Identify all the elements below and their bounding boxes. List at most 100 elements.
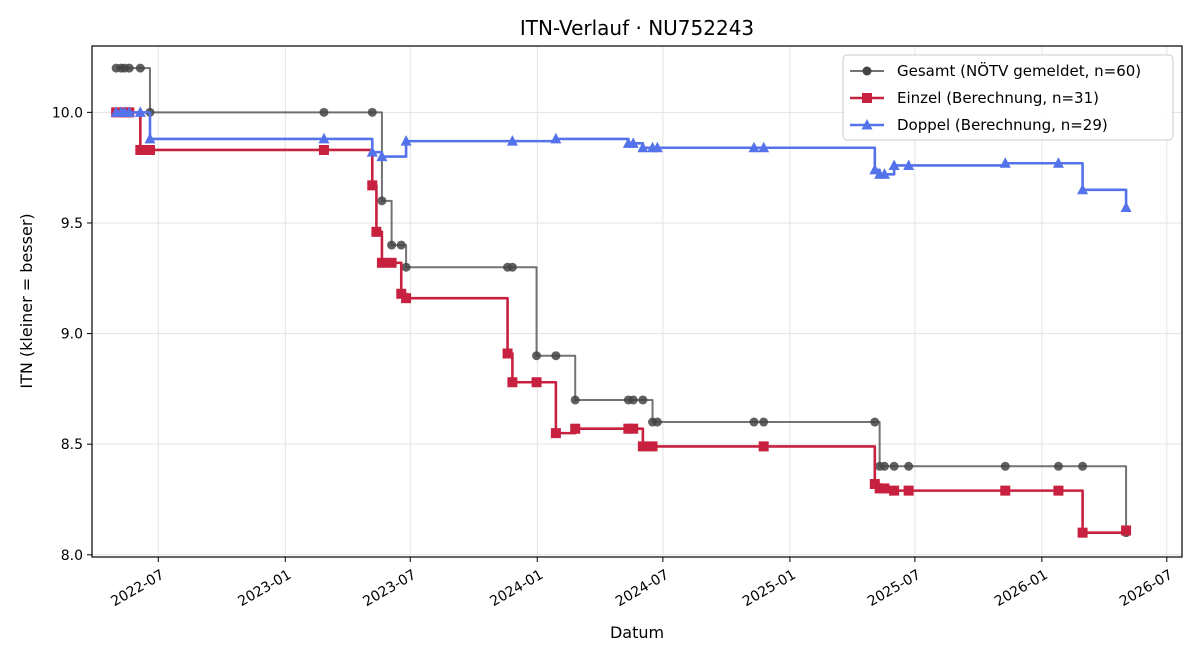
- data-point-gesamt: [1000, 461, 1010, 471]
- data-point-gesamt: [319, 107, 329, 117]
- data-point-gesamt: [135, 63, 145, 73]
- series-gesamt: [111, 63, 1131, 538]
- data-point-einzel: [758, 441, 769, 452]
- data-point-doppel: [144, 132, 156, 144]
- data-point-einzel: [371, 226, 382, 237]
- data-point-gesamt: [638, 395, 648, 405]
- data-point-gesamt: [889, 461, 899, 471]
- data-point-einzel: [507, 377, 518, 388]
- data-point-gesamt: [870, 417, 880, 427]
- x-tick-label: 2024-07: [613, 567, 672, 610]
- data-point-doppel: [869, 163, 881, 175]
- x-axis-label: Datum: [610, 623, 664, 642]
- x-tick-label: 2024-01: [487, 567, 546, 610]
- data-point-einzel: [1053, 485, 1064, 496]
- data-point-doppel: [758, 141, 770, 153]
- data-point-doppel: [999, 157, 1011, 168]
- data-point-gesamt: [628, 395, 638, 405]
- data-point-doppel: [400, 135, 412, 146]
- data-point-doppel: [550, 132, 562, 144]
- legend: Gesamt (NÖTV gemeldet, n=60) Einzel (Bere…: [842, 54, 1174, 141]
- data-point-gesamt: [532, 351, 542, 361]
- series-line-einzel: [116, 111, 1128, 534]
- data-point-einzel: [318, 144, 329, 155]
- data-point-doppel: [903, 159, 915, 170]
- data-point-gesamt: [879, 461, 889, 471]
- y-tick-label: 8.0: [61, 548, 83, 564]
- data-point-gesamt: [652, 417, 662, 427]
- data-point-einzel: [367, 180, 378, 191]
- data-point-doppel: [134, 106, 146, 117]
- x-tick-label: 2023-01: [235, 567, 294, 610]
- legend-box: [842, 54, 1174, 141]
- data-point-doppel: [506, 135, 518, 146]
- series-doppel: [110, 106, 1132, 212]
- data-point-doppel: [318, 132, 330, 144]
- y-axis-label: ITN (kleiner = besser): [17, 213, 36, 388]
- data-point-gesamt: [551, 351, 561, 361]
- data-point-gesamt: [759, 417, 769, 427]
- x-tick-label: 2025-07: [865, 567, 924, 610]
- data-point-doppel: [888, 159, 900, 170]
- data-point-einzel: [144, 144, 155, 155]
- data-point-einzel: [386, 257, 397, 268]
- data-point-einzel: [401, 293, 412, 304]
- data-point-einzel: [879, 483, 890, 494]
- data-point-gesamt: [367, 107, 377, 117]
- data-point-einzel: [502, 348, 513, 359]
- data-point-doppel: [123, 106, 135, 117]
- legend-marker-einzel: [862, 93, 872, 103]
- axis-ticks: 2022-07 2023-01 2023-07 2024-01 2024-07 2025-…: [52, 105, 1176, 610]
- data-point-doppel: [748, 141, 760, 153]
- data-point-einzel: [889, 485, 900, 496]
- data-point-gesamt: [387, 240, 397, 250]
- data-point-doppel: [376, 150, 388, 162]
- legend-marker-doppel: [861, 119, 873, 130]
- data-point-einzel: [647, 441, 658, 452]
- data-point-einzel: [1121, 525, 1132, 536]
- data-point-doppel: [1077, 183, 1089, 195]
- legend-label-doppel: Doppel (Berechnung, n=29): [897, 116, 1108, 134]
- x-tick-label: 2022-07: [108, 567, 167, 610]
- plot-frame: [91, 45, 1183, 558]
- x-tick-label: 2023-07: [360, 567, 419, 610]
- data-point-doppel: [651, 141, 663, 153]
- data-point-einzel: [531, 377, 542, 388]
- chart-title: ITN-Verlauf · NU752243: [520, 16, 754, 40]
- data-point-einzel: [903, 485, 914, 496]
- data-point-einzel: [550, 428, 561, 439]
- data-point-gesamt: [396, 240, 406, 250]
- x-tick-label: 2025-01: [740, 567, 799, 610]
- y-tick-label: 9.0: [61, 327, 83, 343]
- data-point-einzel: [1000, 485, 1011, 496]
- legend-label-gesamt: Gesamt (NÖTV gemeldet, n=60): [897, 61, 1141, 80]
- data-point-gesamt: [507, 262, 517, 272]
- y-tick-label: 9.5: [61, 216, 83, 232]
- data-point-doppel: [1052, 157, 1064, 168]
- data-point-einzel: [135, 144, 146, 155]
- data-point-gesamt: [904, 461, 914, 471]
- series-layer: [110, 63, 1132, 538]
- data-point-doppel: [1120, 201, 1132, 212]
- data-point-doppel: [627, 137, 639, 148]
- x-tick-label: 2026-07: [1117, 567, 1176, 610]
- data-point-doppel: [637, 141, 649, 153]
- data-point-gesamt: [1078, 461, 1088, 471]
- data-point-gesamt: [124, 63, 134, 73]
- data-point-gesamt: [377, 196, 387, 206]
- legend-label-einzel: Einzel (Berechnung, n=31): [897, 89, 1099, 107]
- y-tick-label: 10.0: [52, 105, 83, 121]
- data-point-einzel: [637, 441, 648, 452]
- data-point-doppel: [366, 146, 378, 157]
- legend-marker-gesamt: [862, 66, 872, 76]
- data-point-einzel: [570, 423, 581, 434]
- data-point-einzel: [628, 423, 639, 434]
- data-point-einzel: [376, 257, 387, 268]
- x-tick-label: 2026-01: [992, 567, 1051, 610]
- data-point-gesamt: [570, 395, 580, 405]
- data-point-gesamt: [749, 417, 759, 427]
- y-tick-label: 8.5: [61, 437, 83, 453]
- data-point-doppel: [878, 168, 890, 179]
- data-point-gesamt: [1053, 461, 1063, 471]
